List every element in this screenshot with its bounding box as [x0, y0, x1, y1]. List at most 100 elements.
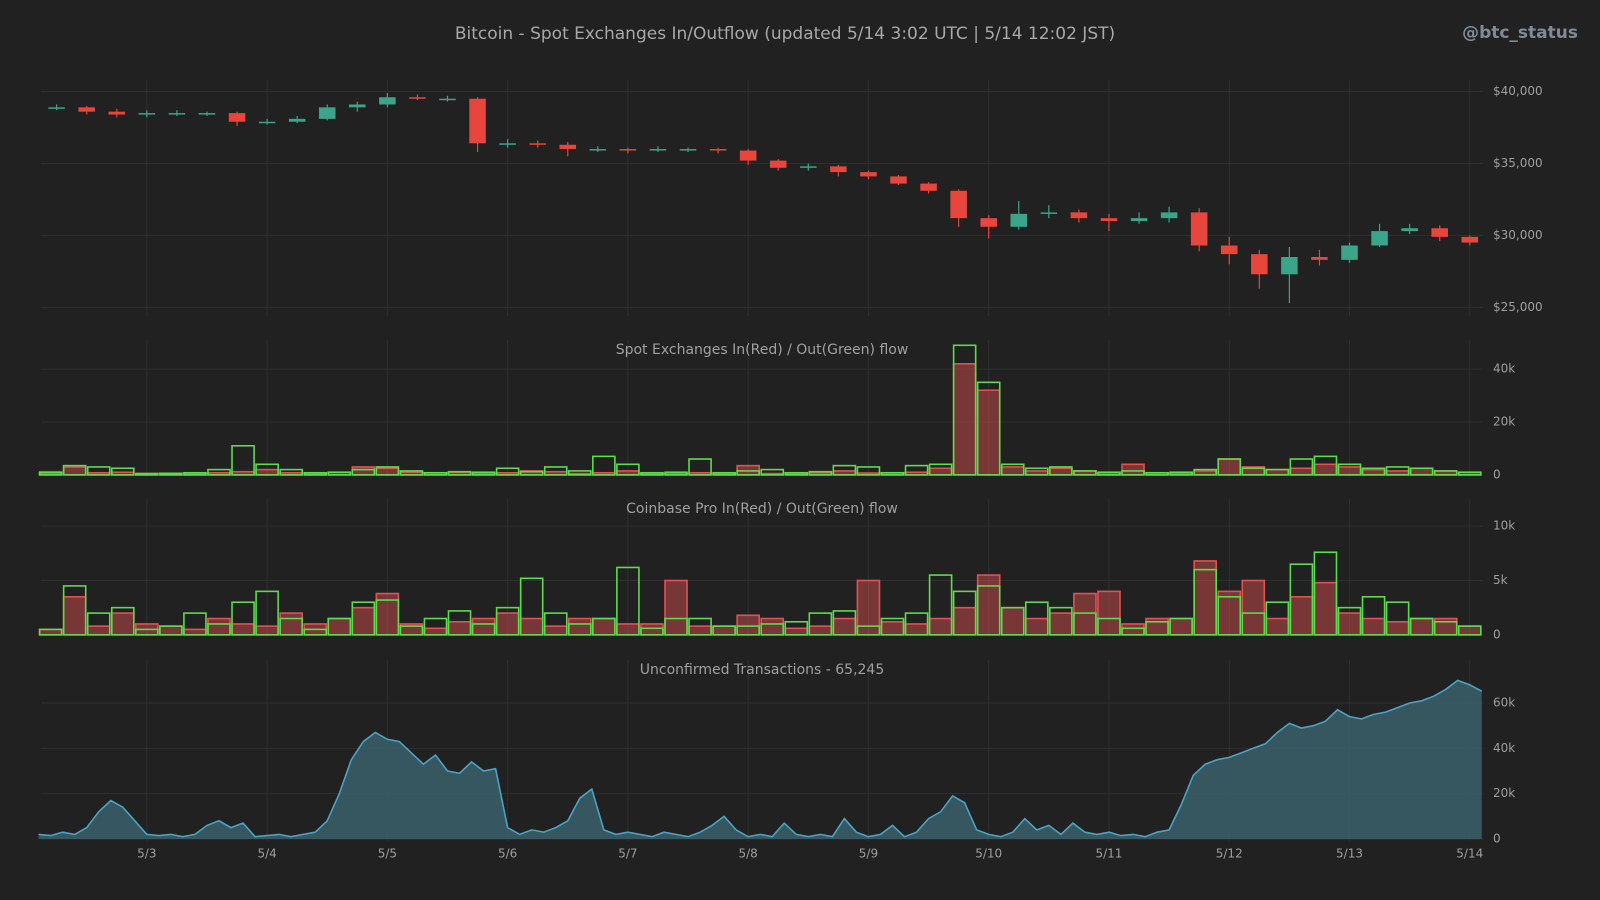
- outflow-bar: [255, 463, 279, 476]
- inflow-bar: [495, 612, 520, 636]
- candle-body: [439, 98, 456, 101]
- outflow-bar: [159, 625, 183, 636]
- candle-body: [1190, 212, 1208, 246]
- inflow-bar: [423, 627, 448, 636]
- candle-body: [1220, 245, 1238, 255]
- outflow-bar: [1457, 625, 1482, 636]
- inflow-bar: [808, 625, 833, 636]
- candle-body: [1431, 228, 1448, 237]
- outflow-bar: [640, 627, 664, 636]
- outflow-bar: [1193, 468, 1218, 476]
- y-tick-label: 40k: [1493, 741, 1515, 755]
- outflow-bar: [543, 466, 568, 476]
- inflow-bar: [1121, 623, 1145, 636]
- candle-body: [739, 150, 757, 161]
- inflow-bar: [62, 466, 87, 476]
- candle-body: [1461, 236, 1479, 243]
- outflow-bar: [231, 601, 255, 636]
- y-tick-label: $30,000: [1493, 228, 1543, 242]
- inflow-bar: [1145, 617, 1169, 636]
- outflow-bar: [1265, 601, 1290, 636]
- inflow-bar: [1121, 463, 1145, 476]
- inflow-bar: [1000, 606, 1025, 636]
- outflow-bar: [1073, 470, 1097, 476]
- outflow-bar: [207, 623, 231, 636]
- outflow-bar: [976, 585, 1001, 636]
- outflow-bar: [1241, 467, 1266, 476]
- candle-body: [349, 104, 366, 108]
- inflow-bar: [447, 620, 472, 636]
- x-tick-label: 5/14: [1456, 847, 1483, 861]
- outflow-bar: [1385, 466, 1410, 476]
- inflow-bar: [1457, 625, 1482, 636]
- candle-body: [1281, 257, 1298, 275]
- handle: @btc_status: [1462, 23, 1578, 43]
- x-tick-label: 5/4: [257, 847, 276, 861]
- outflow-bar: [736, 625, 760, 636]
- candle-body: [769, 160, 787, 168]
- candle-body: [1160, 212, 1178, 219]
- inflow-bar: [1313, 463, 1338, 476]
- area-fill: [38, 680, 1482, 839]
- y-tick-label: $35,000: [1493, 156, 1543, 170]
- inflow-bar: [1337, 612, 1362, 636]
- outflow-bar: [592, 455, 616, 476]
- inflow-bar: [255, 625, 279, 636]
- outflow-bar: [760, 468, 785, 476]
- inflow-bar: [1409, 467, 1434, 476]
- outflow-bar: [423, 471, 448, 476]
- outflow-bar: [231, 444, 255, 476]
- outflow-bar: [327, 617, 352, 636]
- x-tick-label: 5/3: [137, 847, 156, 861]
- outflow-bar: [1000, 463, 1025, 476]
- outflow-bar: [880, 617, 905, 636]
- y-tick-label: 20k: [1493, 786, 1515, 800]
- candle-body: [1010, 213, 1028, 227]
- inflow-bar: [1193, 560, 1218, 636]
- outflow-bar: [928, 574, 953, 636]
- outflow-bar: [1000, 606, 1025, 636]
- y-tick-label: 0: [1493, 627, 1501, 641]
- outflow-bar: [110, 467, 135, 476]
- inflow-bar: [976, 574, 1001, 636]
- inflow-bar: [207, 617, 231, 636]
- outflow-bar: [616, 566, 640, 636]
- outflow-bar: [1169, 617, 1193, 636]
- inflow-bar: [1385, 620, 1410, 636]
- outflow-bar: [1217, 595, 1242, 636]
- inflow-bar: [952, 363, 977, 476]
- candle-body: [529, 143, 546, 145]
- candle-body: [198, 113, 216, 115]
- y-tick-label: $25,000: [1493, 300, 1543, 314]
- candle-body: [288, 118, 306, 122]
- x-tick-label: 5/11: [1095, 847, 1122, 861]
- outflow-bar: [1169, 471, 1193, 476]
- outflow-bar: [86, 612, 111, 636]
- inflow-bar: [760, 617, 785, 636]
- inflow-bar: [592, 617, 616, 636]
- candle-body: [168, 113, 186, 115]
- candle-body: [589, 149, 607, 151]
- inflow-bar: [327, 617, 352, 636]
- outflow-bar: [351, 601, 376, 636]
- candle-body: [1070, 212, 1088, 219]
- inflow-bar: [1241, 579, 1266, 636]
- outflow-bar: [616, 463, 640, 476]
- outflow-bar: [1049, 606, 1073, 636]
- outflow-bar: [928, 463, 953, 476]
- candle-body: [258, 121, 276, 124]
- inflow-bar: [159, 625, 183, 636]
- inflow-bar: [1217, 590, 1242, 636]
- outflow-bar: [62, 585, 87, 636]
- outflow-bar: [904, 612, 929, 636]
- y-tick-label: 60k: [1493, 696, 1515, 710]
- outflow-bar: [1433, 470, 1458, 476]
- outflow-bar: [110, 606, 135, 636]
- inflow-bar: [928, 467, 953, 476]
- outflow-bar: [567, 470, 592, 476]
- inflow-bar: [1289, 595, 1314, 636]
- outflow-bar: [351, 468, 376, 476]
- y-tick-label: 40k: [1493, 362, 1515, 376]
- candle-body: [499, 143, 516, 145]
- inflow-bar: [1000, 466, 1025, 476]
